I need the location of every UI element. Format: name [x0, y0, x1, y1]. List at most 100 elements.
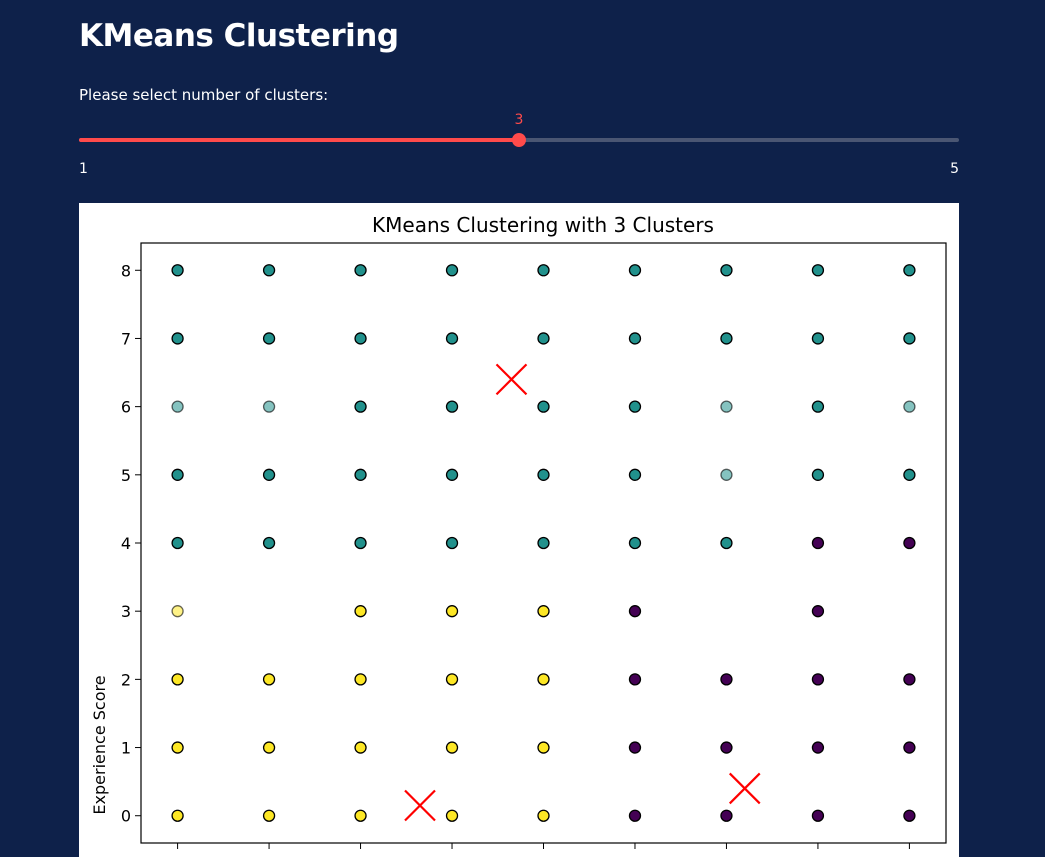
data-point [628, 332, 642, 345]
slider-current-value: 3 [514, 112, 524, 128]
data-point [903, 332, 916, 345]
data-point [262, 400, 276, 413]
data-point [354, 809, 367, 822]
y-tick-label: 3 [121, 602, 131, 621]
data-point [262, 809, 276, 822]
data-point [445, 332, 459, 345]
data-point [537, 536, 550, 550]
data-point [354, 400, 367, 413]
data-point [628, 468, 642, 481]
y-tick-label: 8 [121, 261, 131, 280]
slider-fill [79, 138, 519, 142]
data-point [720, 741, 733, 754]
data-point [720, 809, 733, 822]
data-point [171, 400, 184, 413]
data-point [445, 741, 459, 754]
y-tick-label: 5 [121, 466, 131, 485]
data-point [354, 673, 367, 686]
data-point [262, 673, 276, 686]
data-point [171, 536, 184, 550]
centroid-marker [495, 363, 528, 396]
data-point [628, 741, 642, 754]
data-point [720, 536, 733, 550]
data-point [628, 400, 642, 413]
data-point [445, 536, 459, 550]
data-point [445, 400, 459, 413]
scatter-plot: KMeans Clustering with 3 Clusters Experi… [79, 203, 959, 857]
data-point [354, 332, 367, 345]
data-point [445, 468, 459, 481]
data-point [903, 536, 916, 550]
data-point [720, 332, 733, 345]
data-point [537, 468, 550, 481]
data-point [537, 264, 550, 277]
clusters-slider-label: Please select number of clusters: [79, 86, 329, 104]
y-tick-label: 6 [121, 398, 131, 417]
data-point [262, 536, 276, 550]
slider-min-label: 1 [79, 161, 88, 177]
data-point [811, 673, 825, 686]
data-point [811, 605, 825, 618]
data-point [720, 264, 733, 277]
data-point [537, 809, 550, 822]
data-point [537, 605, 550, 618]
data-point [628, 605, 642, 618]
data-point [354, 605, 367, 618]
data-point [171, 468, 184, 481]
centroids [404, 363, 761, 822]
data-point [445, 809, 459, 822]
data-point [720, 400, 733, 413]
data-point [537, 400, 550, 413]
data-points [171, 264, 916, 822]
page-title: KMeans Clustering [79, 18, 399, 54]
clusters-slider[interactable]: 3 1 5 [79, 110, 959, 180]
data-point [811, 741, 825, 754]
data-point [903, 809, 916, 822]
data-point [171, 264, 184, 277]
data-point [537, 741, 550, 754]
data-point [445, 673, 459, 686]
data-point [811, 332, 825, 345]
data-point [903, 673, 916, 686]
data-point [171, 605, 184, 618]
y-tick-label: 7 [121, 329, 131, 348]
data-point [537, 673, 550, 686]
centroid-marker [404, 789, 436, 822]
data-point [628, 536, 642, 550]
data-point [354, 741, 367, 754]
data-point [171, 332, 184, 345]
data-point [903, 468, 916, 481]
data-point [720, 673, 733, 686]
data-point [354, 536, 367, 550]
y-axis-label: Experience Score [90, 675, 109, 814]
data-point [628, 809, 642, 822]
data-point [445, 264, 459, 277]
y-tick-label: 1 [121, 739, 131, 758]
plot-frame [140, 242, 947, 844]
data-point [811, 536, 825, 550]
data-point [262, 332, 276, 345]
data-point [354, 264, 367, 277]
data-point [811, 809, 825, 822]
chart-title: KMeans Clustering with 3 Clusters [372, 213, 714, 237]
data-point [171, 809, 184, 822]
y-tick-label: 0 [121, 807, 131, 826]
slider-thumb[interactable] [512, 133, 526, 147]
data-point [262, 468, 276, 481]
data-point [903, 400, 916, 413]
data-point [262, 264, 276, 277]
data-point [171, 673, 184, 686]
data-point [720, 468, 733, 481]
data-point [445, 605, 459, 618]
data-point [811, 264, 825, 277]
y-tick-label: 2 [121, 670, 131, 689]
data-point [537, 332, 550, 345]
data-point [628, 264, 642, 277]
data-point [903, 264, 916, 277]
data-point [262, 741, 276, 754]
data-point [628, 673, 642, 686]
axes: 0 1 2 3 4 5 6 7 8 [121, 261, 910, 849]
data-point [171, 741, 184, 754]
y-tick-label: 4 [121, 534, 131, 553]
data-point [811, 400, 825, 413]
